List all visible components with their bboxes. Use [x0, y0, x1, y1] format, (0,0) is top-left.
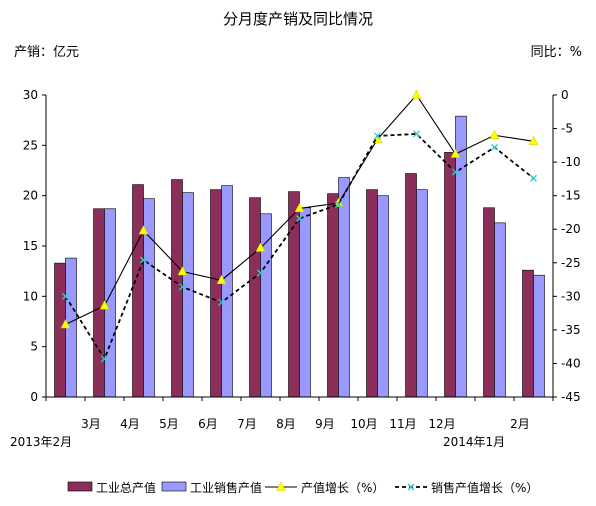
x-tick-label-2014-02: 2月 — [510, 417, 530, 431]
bar-output-2013-12 — [444, 152, 456, 398]
x-sub-label-start: 2013年2月 — [10, 435, 72, 449]
legend-item-3: 销售产值增长（%） — [395, 480, 538, 495]
bar-output-2013-09 — [327, 193, 339, 398]
bar-output-2013-06 — [210, 189, 222, 398]
sales-growth-point-2013-03 — [101, 355, 108, 363]
bar-sales-2013-07 — [260, 213, 272, 398]
right-tick-label: -5 — [561, 122, 573, 136]
sales-growth-point-2013-11 — [413, 130, 420, 138]
output-growth-point-2013-08 — [294, 202, 305, 213]
left-tick-label: 25 — [23, 138, 38, 152]
legend: 工业总产值 工业销售产值 产值增长（%） 销售产值增长（%） — [67, 480, 538, 495]
bar-sales-2013-09 — [338, 177, 350, 398]
output-growth-point-2013-07 — [255, 242, 266, 252]
right-tick-label: 0 — [561, 88, 569, 102]
bar-sales-2013-11 — [416, 189, 428, 398]
bar-output-2013-02 — [54, 262, 66, 398]
output-growth-point-2013-11 — [411, 89, 422, 99]
right-tick-label: -10 — [561, 155, 581, 169]
x-tick-label-2013-07: 7月 — [237, 417, 257, 431]
bar-sales-2013-10 — [377, 195, 389, 398]
output-growth-point-2014-01 — [489, 129, 500, 140]
bar-output-2014-01 — [483, 207, 495, 398]
bar-sales-2013-06 — [221, 185, 233, 398]
x-tick-label-2013-08: 8月 — [276, 417, 296, 431]
sales-growth-point-2014-01 — [491, 143, 498, 151]
x-tick-label-2013-10: 10月 — [350, 417, 377, 431]
right-tick-label: -45 — [561, 390, 581, 404]
bar-sales-2014-02 — [533, 274, 545, 398]
right-tick-label: -15 — [561, 189, 581, 203]
output-growth-point-2013-03 — [99, 300, 110, 310]
x-tick-label-2013-09: 9月 — [315, 417, 335, 431]
line-layer — [60, 89, 539, 363]
legend-item-1: 工业销售产值 — [161, 480, 262, 495]
right-tick-label: -25 — [561, 256, 581, 270]
bar-sales-2013-05 — [182, 192, 194, 398]
output-growth-point-2013-12 — [450, 148, 461, 158]
legend-label: 产值增长（%） — [301, 480, 384, 495]
bar-sales-2013-12 — [455, 115, 467, 398]
x-tick-label-2013-06: 6月 — [198, 417, 218, 431]
sales-growth-point-2013-04 — [140, 256, 147, 264]
left-tick-label: 30 — [23, 88, 38, 102]
x-tick-label-2013-12: 12月 — [428, 417, 455, 431]
right-axis-label: 同比：% — [531, 45, 582, 60]
output-growth-point-2013-06 — [216, 274, 227, 284]
left-tick-label: 15 — [23, 239, 38, 253]
x-tick-label-2013-03: 3月 — [81, 417, 101, 431]
bar-output-2013-03 — [93, 208, 105, 398]
output-growth-point-2013-02 — [60, 318, 71, 329]
x-sub-label-jan: 2014年1月 — [443, 435, 505, 449]
output-growth-point-2013-04 — [138, 225, 149, 235]
legend-item-2: 产值增长（%） — [265, 480, 384, 495]
legend-item-0: 工业总产值 — [67, 480, 156, 495]
bar-output-2013-04 — [132, 184, 144, 398]
bar-output-2013-10 — [366, 189, 378, 398]
legend-label: 工业总产值 — [96, 480, 156, 495]
sales-growth-point-2013-08 — [296, 214, 303, 222]
sales-growth-point-2014-02 — [530, 174, 537, 182]
left-tick-label: 5 — [30, 340, 38, 354]
x-tick-label-2013-04: 4月 — [120, 417, 140, 431]
sales-growth-point-2013-10 — [374, 132, 381, 140]
right-tick-label: -30 — [561, 289, 581, 303]
legend-label: 工业销售产值 — [190, 480, 262, 495]
right-tick-label: -20 — [561, 222, 581, 236]
left-tick-label: 0 — [30, 390, 38, 404]
sales-growth-point-2013-02 — [62, 292, 69, 300]
bar-sales-2013-08 — [299, 207, 311, 398]
bar-sales-2014-01 — [494, 222, 506, 398]
sales-growth-point-2013-06 — [218, 298, 225, 306]
bar-output-2013-11 — [405, 173, 417, 398]
right-tick-label: -35 — [561, 323, 581, 337]
sales-growth-point-2013-12 — [452, 168, 459, 176]
sales-growth-point-2013-07 — [257, 269, 264, 277]
left-axis-label: 产销：亿元 — [14, 45, 79, 60]
bar-layer — [54, 115, 545, 398]
x-tick-label-2013-05: 5月 — [159, 417, 179, 431]
x-tick-label-2013-11: 11月 — [389, 417, 416, 431]
axes: 0 5 10 15 20 25 30 -45 -40 -35 -30 -25 -20 -15 -10 -5 0 3… — [23, 88, 581, 431]
sales-growth-point-2013-09 — [335, 200, 342, 208]
legend-label: 销售产值增长（%） — [431, 480, 538, 495]
left-tick-label: 10 — [23, 289, 38, 303]
right-tick-label: -40 — [561, 356, 581, 370]
output-growth-point-2014-02 — [528, 135, 539, 146]
left-tick-label: 20 — [23, 189, 38, 203]
output-growth-point-2013-05 — [177, 265, 188, 276]
chart-title: 分月度产销及同比情况 — [223, 10, 373, 28]
bar-output-2013-07 — [249, 197, 261, 398]
bar-output-2014-02 — [522, 269, 534, 398]
bar-output-2013-08 — [288, 191, 300, 398]
sales-growth-point-2013-05 — [179, 283, 186, 291]
